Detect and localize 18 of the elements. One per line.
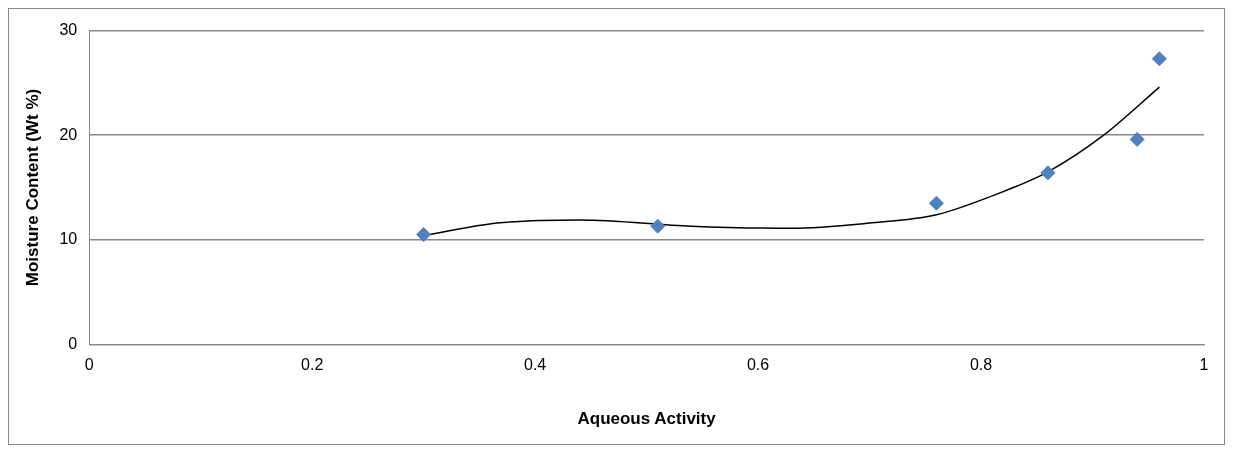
point <box>928 195 944 211</box>
point <box>650 218 666 234</box>
point <box>416 227 432 243</box>
y-tick-label: 20 <box>59 125 78 143</box>
point <box>1129 131 1145 147</box>
y-tick-label: 30 <box>59 21 78 39</box>
x-tick-label: 0.6 <box>746 356 770 374</box>
x-tick-label: 0.8 <box>969 356 993 374</box>
y-tick-label: 0 <box>68 334 78 352</box>
x-tick-label: 0.2 <box>301 356 324 374</box>
y-axis-title: Moisture Content (Wt %) <box>22 88 42 287</box>
x-tick-label: 0 <box>84 356 94 374</box>
x-axis-title: Aqueous Activity <box>577 409 717 429</box>
y-tick-label: 10 <box>59 230 78 248</box>
point <box>1040 165 1056 181</box>
x-tick-label: 0.4 <box>523 356 547 374</box>
x-tick-label: 1 <box>1199 356 1209 374</box>
point <box>1151 51 1167 67</box>
